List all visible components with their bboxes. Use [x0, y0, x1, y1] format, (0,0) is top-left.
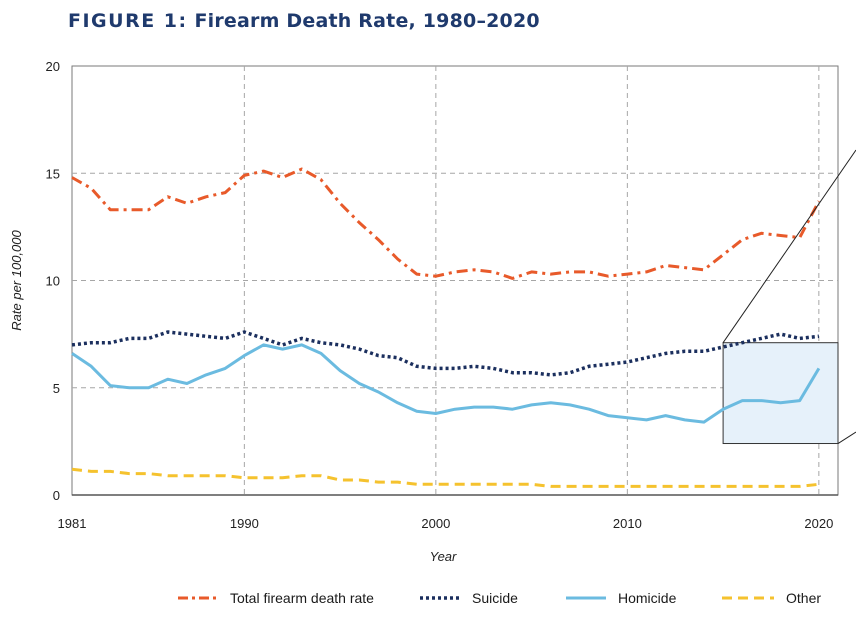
series-line-total: [71, 167, 821, 280]
legend-swatch-total: [178, 596, 218, 600]
figure-label: FIGURE 1:: [68, 10, 188, 32]
x-tick-label: 2020: [804, 516, 833, 531]
legend-item-suicide: Suicide: [420, 586, 518, 610]
series-line-other: [71, 467, 820, 488]
legend-swatch-suicide: [420, 596, 460, 600]
x-tick-label: 1981: [58, 516, 87, 531]
legend-swatch-other: [722, 596, 774, 600]
x-axis-title: Year: [430, 549, 457, 564]
x-tick-label: 1990: [230, 516, 259, 531]
series-line-homicide: [71, 343, 821, 424]
legend-item-total: Total firearm death rate: [178, 586, 374, 610]
callout-line-bottom: [837, 431, 856, 444]
legend-label-suicide: Suicide: [472, 590, 518, 606]
highlight-box: [722, 342, 839, 445]
series-line-suicide: [71, 330, 820, 377]
legend-label-other: Other: [786, 590, 822, 606]
legend-swatch-homicide: [566, 596, 606, 600]
legend-item-homicide: Homicide: [566, 586, 676, 610]
chart-legend: Total firearm death rate Suicide Homicid…: [0, 586, 856, 610]
callout-line-top: [722, 149, 856, 343]
y-tick-label: 0: [53, 488, 60, 503]
y-tick-label: 15: [46, 166, 60, 181]
y-tick-label: 5: [53, 381, 60, 396]
legend-label-homicide: Homicide: [618, 590, 677, 606]
y-axis-title: Rate per 100,000: [9, 230, 24, 331]
y-tick-label: 10: [46, 274, 60, 289]
legend-item-other: Other: [722, 586, 821, 610]
y-tick-label: 20: [46, 59, 60, 74]
x-tick-label: 2010: [613, 516, 642, 531]
x-tick-label: 2000: [421, 516, 450, 531]
figure-title-text: Firearm Death Rate, 1980–2020: [194, 10, 540, 32]
figure-title: FIGURE 1: Firearm Death Rate, 1980–2020: [68, 10, 540, 32]
legend-label-total: Total firearm death rate: [230, 590, 374, 606]
